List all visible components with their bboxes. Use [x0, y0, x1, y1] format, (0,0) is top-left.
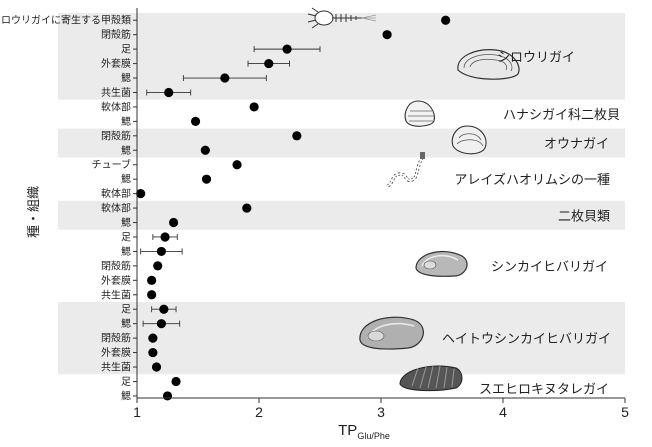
- row-label: 外套膜: [101, 346, 131, 359]
- row-label: チューブ: [92, 158, 131, 171]
- row-label: 軟体部: [101, 100, 131, 113]
- data-point: [382, 30, 392, 40]
- data-point: [156, 319, 166, 329]
- species-label-layer: シロウリガイハナシガイ科二枚貝オウナガイアレイズハオリムシの一種二枚貝類シンカイ…: [442, 50, 620, 397]
- row-label: 鰓: [121, 217, 131, 229]
- data-point: [156, 246, 166, 257]
- data-point: [147, 275, 157, 285]
- group-band: [58, 200, 625, 230]
- row-label: 軟体部: [101, 187, 131, 200]
- row-label: 閉殻筋: [101, 259, 131, 272]
- data-point: [148, 333, 158, 343]
- data-point: [441, 15, 451, 25]
- x-tick-label: 5: [621, 404, 629, 420]
- data-point: [148, 347, 158, 358]
- row-label: 共生菌: [101, 288, 131, 301]
- row-label: 足: [121, 376, 131, 388]
- band-layer: [58, 13, 625, 375]
- row-label: 外套膜: [101, 57, 131, 70]
- data-point: [249, 102, 259, 112]
- data-point: [201, 174, 212, 184]
- row-label: 鰓: [121, 390, 131, 402]
- row-label: 足: [121, 231, 131, 243]
- data-point: [162, 391, 173, 401]
- mussel-shell-icon: [415, 251, 468, 277]
- x-axis-title: TPGlu/Phe: [338, 422, 390, 441]
- row-label: 閉殻筋: [101, 332, 131, 345]
- data-point: [190, 116, 201, 126]
- crustacean-icon: [307, 7, 377, 29]
- data-point: [147, 290, 157, 300]
- row-label: 軟体部: [101, 202, 131, 215]
- data-point: [200, 145, 210, 155]
- data-point: [242, 203, 252, 213]
- point-layer: [136, 15, 451, 401]
- species-label: アレイズハオリムシの一種: [454, 172, 610, 188]
- data-point: [160, 232, 170, 242]
- row-label: 共生菌: [101, 86, 131, 99]
- row-label: 足: [121, 304, 131, 316]
- data-point: [282, 44, 292, 54]
- species-label: ハナシガイ科二枚貝: [503, 108, 620, 123]
- data-point: [292, 131, 302, 141]
- tubeworm-icon: [386, 152, 425, 188]
- data-point: [159, 304, 169, 314]
- species-label: シロウリガイ: [497, 50, 575, 65]
- row-label: 閉殻筋: [101, 129, 131, 142]
- row-label: 鰓: [121, 318, 131, 330]
- row-label: 鰓: [121, 116, 131, 128]
- data-point: [264, 58, 274, 69]
- x-axis: 1 2 3 4 5: [133, 397, 629, 420]
- x-tick-label: 1: [133, 404, 141, 420]
- species-label: 二枚貝類: [558, 209, 610, 224]
- data-point: [169, 217, 179, 228]
- x-tick-label: 4: [499, 404, 507, 420]
- species-label: シンカイヒバリガイ: [491, 260, 608, 275]
- data-point: [151, 362, 162, 372]
- species-label: ヘイトウシンカイヒバリガイ: [442, 332, 611, 347]
- row-label: 鰓: [121, 145, 131, 157]
- row-label-layer: シロウリガイに寄生する甲殻類閉殻筋足外套膜鰓共生菌軟体部鰓閉殻筋鰓チューブ鰓軟体…: [0, 14, 137, 402]
- group-band: [58, 128, 625, 158]
- conchocele-shell-icon: [451, 125, 487, 155]
- thyasirid-shell-icon: [404, 100, 435, 127]
- row-label: 共生菌: [101, 361, 131, 374]
- row-label: 足: [121, 44, 131, 56]
- calyptogena-shell-icon: [457, 49, 520, 80]
- x-tick-label: 3: [377, 404, 385, 420]
- data-point: [164, 87, 174, 98]
- row-label: 鰓: [121, 174, 131, 186]
- row-label: 鰓: [121, 246, 131, 258]
- data-point: [153, 261, 163, 271]
- data-point: [232, 160, 242, 170]
- species-label: オウナガイ: [544, 137, 609, 152]
- data-point: [136, 189, 146, 199]
- row-label: 外套膜: [101, 274, 131, 287]
- row-label: 閉殻筋: [101, 28, 131, 41]
- row-label: 鰓: [121, 73, 131, 85]
- mussel-shell-icon: [359, 316, 424, 350]
- x-tick-label: 2: [255, 404, 263, 420]
- y-axis-title: 種・組織: [26, 186, 42, 238]
- solemya-shell-icon: [399, 365, 463, 392]
- group-band: [58, 13, 625, 100]
- data-point: [220, 73, 230, 83]
- data-point: [171, 376, 181, 387]
- species-label: スエヒロキヌタレガイ: [479, 383, 609, 398]
- row-label: シロウリガイに寄生する甲殻類: [0, 14, 131, 27]
